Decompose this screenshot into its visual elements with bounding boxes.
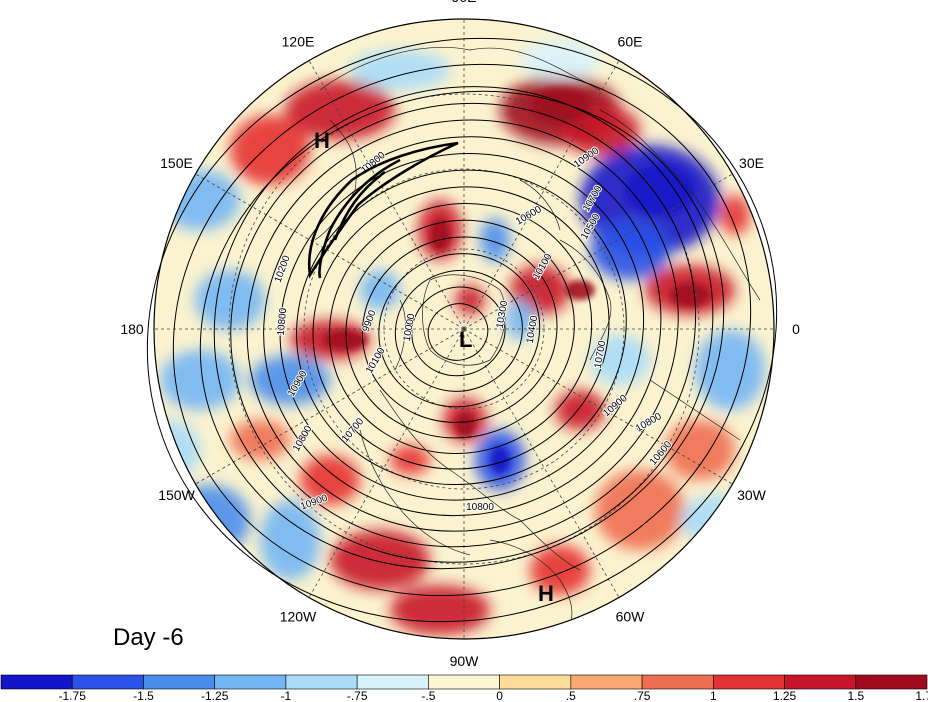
- colorbar-swatch: [499, 674, 572, 690]
- longitude-label: 90E: [452, 0, 477, 5]
- longitude-label: 60E: [618, 34, 643, 50]
- contour-label: 10800: [276, 307, 289, 336]
- colorbar-tick-label: .75: [634, 689, 651, 702]
- longitude-label: 90W: [450, 653, 480, 669]
- longitude-label: 30E: [739, 155, 764, 171]
- map-boundary: [153, 18, 775, 640]
- high-center-caribbean: H: [538, 581, 554, 606]
- colorbar-swatch: [71, 674, 144, 690]
- colorbar-swatch: [428, 674, 500, 690]
- contour-label: 10800: [466, 502, 494, 513]
- colorbar-swatch: [356, 674, 429, 690]
- colorbar-tick-label: -1.25: [201, 689, 229, 702]
- high-center-east-asia: H: [314, 128, 330, 153]
- contour-label: 10700: [593, 339, 609, 369]
- colorbar-swatch: [285, 674, 358, 690]
- day-label: Day -6: [113, 624, 184, 651]
- longitude-label: 150W: [158, 487, 195, 503]
- colorbar: -1.75 -1.5 -1.25 -1 -.75 -.5 0 .5 .75 1 1.25 1.5 1.7…: [0, 674, 928, 702]
- colorbar-swatch: [713, 674, 785, 690]
- geopotential-contours: [146, 37, 778, 623]
- low-center-pole: L: [459, 327, 472, 352]
- longitude-label: 180: [120, 321, 144, 337]
- graticule: [154, 19, 774, 639]
- colorbar-swatch: [214, 674, 287, 690]
- longitude-label: 150E: [160, 155, 193, 171]
- colorbar-swatch: [855, 674, 928, 690]
- colorbar-tick-label: 1.25: [773, 689, 797, 702]
- colorbar-tick-label: -1: [281, 689, 292, 702]
- longitude-label: 120E: [282, 34, 315, 50]
- colorbar-tick-label: -1.5: [133, 689, 154, 702]
- jet-contours: [307, 141, 459, 279]
- colorbar-tick-label: -.5: [421, 689, 435, 702]
- colorbar-tick-label: -1.75: [59, 689, 87, 702]
- colorbar-tick-label: 1: [710, 689, 717, 702]
- colorbar-tick-label: 0: [496, 689, 503, 702]
- longitude-labels: 90E 60E 30E 0 30W 60W 90W 120W 150W 180 150E 120E: [120, 0, 800, 669]
- colorbar-swatch: [570, 674, 643, 690]
- colorbar-swatch: [0, 674, 73, 690]
- colorbar-tick-label: 1.75: [915, 689, 928, 702]
- colorbar-tick-label: .5: [566, 689, 576, 702]
- colorbar-swatch: [143, 674, 215, 690]
- colorbar-swatch: [784, 674, 857, 690]
- colorbar-tick-label: -.75: [347, 689, 368, 702]
- longitude-label: 120W: [280, 609, 317, 625]
- longitude-label: 60W: [616, 609, 646, 625]
- longitude-label: 0: [792, 321, 800, 337]
- colorbar-tick-label: 1.5: [847, 689, 864, 702]
- colorbar-swatch: [641, 674, 714, 690]
- longitude-label: 30W: [737, 487, 767, 503]
